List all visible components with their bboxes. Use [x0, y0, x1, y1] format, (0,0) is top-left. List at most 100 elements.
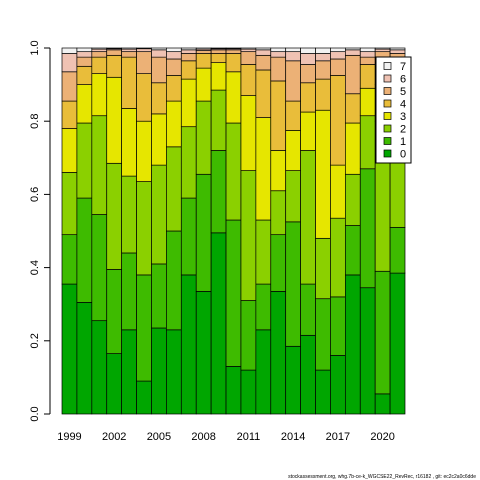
bar-segment [330, 296, 346, 356]
bar-segment [210, 232, 227, 415]
bar-segment [389, 272, 406, 415]
bar-segment [61, 128, 78, 173]
x-tick-label: 2011 [237, 431, 261, 443]
bar-segment [315, 47, 331, 54]
bar-segment [151, 49, 167, 58]
bar-segment [195, 53, 212, 69]
bar-segment [344, 122, 361, 175]
bar-segment [330, 355, 346, 415]
bar-segment [270, 150, 287, 192]
legend-label: 7 [400, 61, 406, 73]
bar-segment [270, 56, 287, 82]
bar-segment [255, 54, 272, 71]
bar-segment [359, 87, 376, 117]
legend-swatch [383, 112, 392, 120]
legend-label: 6 [400, 74, 406, 86]
bar-segment [300, 111, 316, 151]
bar-segment [106, 353, 123, 415]
bar-segment [61, 283, 78, 415]
bar-segment [359, 115, 376, 170]
bar-segment [195, 173, 212, 292]
bar-segment [344, 173, 361, 226]
bar-segment [270, 47, 287, 53]
bar-segment [136, 51, 152, 74]
bar-segment [330, 47, 346, 53]
bar-segment [151, 263, 167, 329]
bar-segment [91, 47, 108, 50]
bar-segment [121, 56, 137, 109]
bar-segment [315, 109, 331, 239]
bar-segment [180, 78, 197, 128]
bar-segment [180, 49, 197, 54]
legend-swatch [383, 149, 392, 158]
legend-label: 0 [400, 149, 406, 161]
bar-segment [285, 130, 301, 171]
bar-segment [91, 51, 108, 58]
bar-segment [136, 181, 152, 276]
x-tick-label: 2002 [102, 431, 126, 443]
y-tick-label: 0.4 [29, 260, 41, 275]
bar-segment [151, 82, 167, 115]
bar-segment [225, 47, 242, 50]
bar-segment [210, 62, 227, 91]
bar-segment [121, 108, 137, 177]
x-tick-label: 1999 [57, 431, 81, 443]
bar-segment [106, 162, 123, 270]
bar-segment [180, 47, 197, 51]
bar-segment [76, 122, 93, 199]
bar-segment [210, 89, 227, 151]
bar-segment [121, 329, 137, 415]
bar-segment [255, 117, 272, 221]
bar-segment [180, 60, 197, 80]
bar-segment [225, 366, 242, 415]
legend-swatch [383, 99, 392, 108]
bar-segment [240, 47, 257, 50]
bar-segment [255, 329, 272, 415]
x-tick-label: 2014 [281, 431, 305, 443]
bar-segment [270, 234, 287, 292]
bar-segment [166, 100, 182, 148]
bar-segment [315, 237, 331, 300]
bar-segment [315, 60, 331, 80]
legend-swatch [383, 124, 392, 133]
bar-segment [166, 329, 182, 415]
bar-segment [344, 225, 361, 276]
bar-segment [374, 47, 391, 50]
bar-segment [106, 76, 123, 164]
bar-segment [91, 56, 108, 74]
bar-segment [330, 51, 346, 60]
bar-segment [359, 287, 376, 415]
bar-segment [374, 393, 391, 415]
bar-segment [210, 150, 227, 234]
bar-segment [285, 221, 301, 347]
bar-segment [330, 217, 346, 298]
bar-segment [121, 51, 137, 58]
bar-segment [330, 75, 346, 166]
bar-segment [240, 48, 257, 53]
bar-segment [300, 283, 316, 336]
legend-label: 4 [400, 99, 406, 111]
bar-segment [330, 164, 346, 219]
bar-segment [61, 234, 78, 285]
bar-segment [389, 49, 406, 54]
bar-segment [106, 269, 123, 354]
legend-swatch [383, 137, 392, 145]
bar-segment [121, 252, 137, 331]
bar-segment [166, 51, 182, 60]
bar-segment [270, 190, 287, 236]
bar-segment [225, 53, 242, 73]
bar-segment [315, 78, 331, 111]
y-tick-label: 0.2 [29, 333, 41, 348]
bar-segment [76, 65, 93, 85]
bar-segment [76, 56, 93, 67]
bar-segment [61, 71, 78, 102]
bar-segment [136, 47, 152, 50]
bar-segment [225, 71, 242, 124]
bar-segment [315, 53, 331, 62]
y-tick-label: 0.0 [29, 406, 41, 421]
legend-label: 2 [400, 124, 406, 136]
bar-segment [240, 64, 257, 96]
bar-segment [359, 64, 376, 89]
bar-segment [240, 51, 257, 65]
